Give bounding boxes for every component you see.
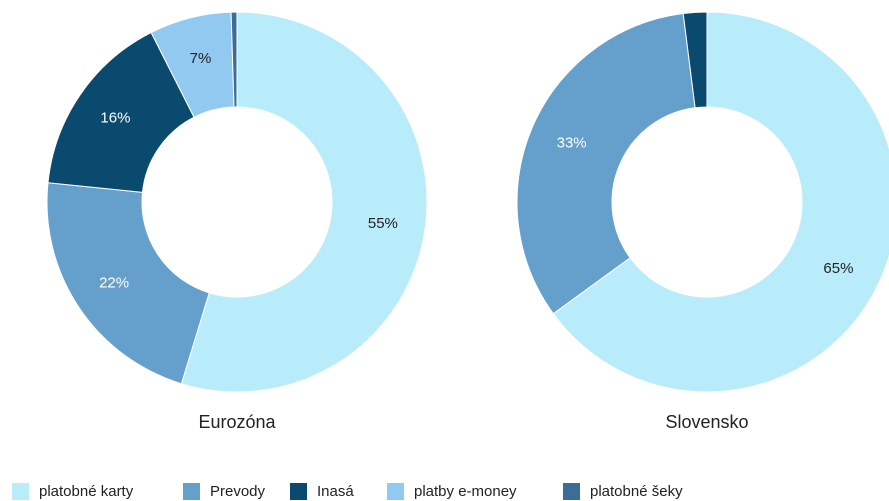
slice xyxy=(682,11,708,109)
slice xyxy=(230,11,238,108)
data-label: 16% xyxy=(100,109,130,126)
legend-swatch xyxy=(387,483,404,500)
slice xyxy=(180,11,428,393)
data-label: 55% xyxy=(368,215,398,232)
legend-label: platby e-money xyxy=(414,483,517,500)
chart-name: Slovensko xyxy=(665,412,748,432)
chart-name: Eurozóna xyxy=(198,412,276,432)
legend-label: Inasá xyxy=(317,483,354,500)
legend-swatch xyxy=(290,483,307,500)
data-label: 33% xyxy=(557,134,587,151)
data-label: 65% xyxy=(823,260,853,277)
legend-label: platobné šeky xyxy=(590,483,683,500)
legend-swatch xyxy=(183,483,200,500)
slice xyxy=(47,31,195,193)
legend-label: platobné karty xyxy=(39,483,134,500)
slice xyxy=(552,11,889,393)
legend-label: Prevody xyxy=(210,483,266,500)
legend-swatch xyxy=(12,483,29,500)
data-label: 7% xyxy=(190,50,212,67)
legend-swatch xyxy=(563,483,580,500)
slice xyxy=(516,12,696,315)
slice xyxy=(46,182,210,385)
data-label: 22% xyxy=(99,275,129,292)
